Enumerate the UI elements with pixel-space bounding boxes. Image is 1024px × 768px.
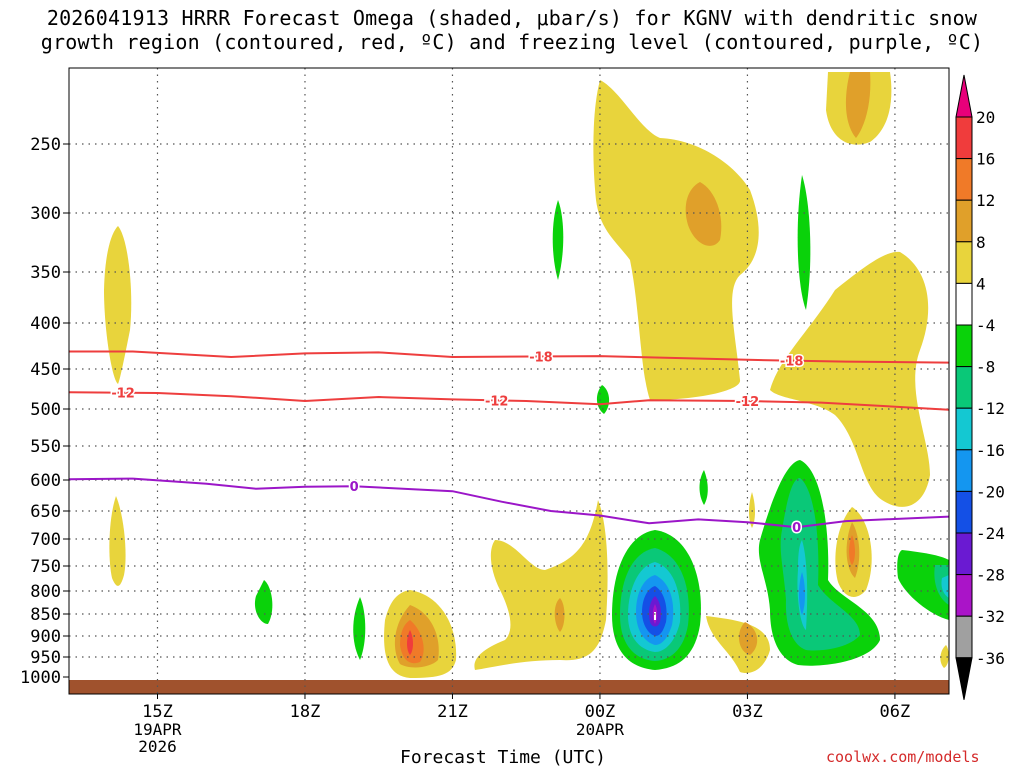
y-tick-label-900: 900 — [30, 627, 61, 647]
y-tick-label-500: 500 — [30, 400, 61, 420]
y-tick-label-650: 650 — [30, 502, 61, 522]
contour-dgz-minus-18 — [69, 350, 949, 364]
colorbar-swatch-4 — [955, 241, 973, 284]
colorbar-label--28: -28 — [976, 566, 1005, 585]
colorbar-label--8: -8 — [976, 358, 995, 377]
contour-label-dgz-minus-18: -18 — [529, 350, 553, 365]
y-tick-label-750: 750 — [30, 557, 61, 577]
omega-region-green-2 — [353, 597, 366, 660]
x-tick-label-06Z: 06Z — [880, 702, 911, 722]
temperature-contours: -18 -18 -12 -12 -12 0 0 — [69, 349, 949, 538]
x-tick-label-15Z: 15Z — [142, 702, 173, 722]
x-tick-date: 19APR — [133, 720, 182, 739]
x-tick-label-21Z: 21Z — [437, 702, 468, 722]
x-tick-year: 2026 — [138, 737, 177, 756]
y-tick-label-600: 600 — [30, 471, 61, 491]
y-tick-label-700: 700 — [30, 530, 61, 550]
omega-region-left-column — [104, 226, 132, 384]
x-tick-label-00Z: 00Z — [585, 702, 616, 722]
contour-freezing-level — [69, 477, 949, 529]
plot-frame — [68, 67, 950, 695]
colorbar-swatch-3 — [955, 199, 973, 243]
colorbar-swatch-11 — [955, 532, 973, 576]
omega-shading-layer — [69, 72, 949, 694]
chart-title-line2: growth region (contoured, red, ºC) and f… — [40, 30, 984, 54]
contour-label-freezing-level: 0 — [350, 480, 359, 495]
colorbar-swatch-12 — [955, 574, 973, 617]
source-credit: coolwx.com/models — [826, 748, 980, 766]
contour-label-dgz-minus-18: -18 — [780, 355, 804, 370]
chart-title-line1: 2026041913 HRRR Forecast Omega (shaded, … — [46, 6, 978, 30]
colorbar-swatch-6 — [955, 324, 973, 368]
colorbar-label-8: 8 — [976, 233, 986, 252]
omega-region-right-column — [770, 251, 930, 507]
x-tick-label-03Z: 03Z — [732, 702, 763, 722]
colorbar-swatch-1 — [955, 116, 973, 160]
omega-region-green-1 — [254, 580, 273, 624]
omega-region-green-4 — [797, 175, 811, 310]
contour-label-dgz-minus-12: -12 — [111, 387, 135, 402]
y-tick-label-950: 950 — [30, 648, 61, 668]
y-tick-label-450: 450 — [30, 360, 61, 380]
omega-colorbar: 20 16 12 8 4 -4 -8 -12 -16 -20 -24 -28 -32 -36 — [955, 74, 1005, 700]
colorbar-label--32: -32 — [976, 607, 1005, 626]
plot-grid — [69, 68, 949, 694]
omega-region-upper-column — [593, 80, 759, 400]
colorbar-swatch-8 — [955, 407, 973, 451]
chart-title: 2026041913 HRRR Forecast Omega (shaded, … — [0, 6, 1024, 54]
colorbar-min-arrow — [955, 657, 973, 700]
colorbar-label-16: 16 — [976, 150, 995, 169]
y-tick-label-300: 300 — [30, 204, 61, 224]
colorbar-swatch-13 — [955, 615, 973, 659]
x-tick-date: 20APR — [576, 720, 625, 739]
contour-label-freezing-level: 0 — [792, 521, 801, 536]
colorbar-label--20: -20 — [976, 482, 1005, 501]
x-tick-label-18Z: 18Z — [290, 702, 321, 722]
omega-region-left-low — [109, 496, 126, 586]
omega-region-green-3 — [552, 200, 564, 280]
colorbar-label--4: -4 — [976, 316, 995, 335]
colorbar-label-4: 4 — [976, 274, 986, 293]
colorbar-swatch-10 — [955, 490, 973, 534]
omega-region-23z — [474, 500, 608, 670]
colorbar-label-20: 20 — [976, 108, 995, 127]
colorbar-label--36: -36 — [976, 649, 1005, 668]
y-tick-label-350: 350 — [30, 263, 61, 283]
ground-bar — [69, 680, 949, 694]
pressure-axis: 2503003504004505005506006507007508008509… — [20, 135, 69, 688]
y-tick-label-550: 550 — [30, 437, 61, 457]
colorbar-swatch-9 — [955, 449, 973, 492]
colorbar-swatch-5 — [955, 282, 973, 326]
colorbar-label--24: -24 — [976, 524, 1005, 543]
contour-dgz-minus-12 — [69, 391, 949, 411]
colorbar-label-12: 12 — [976, 191, 995, 210]
colorbar-swatch-2 — [955, 158, 973, 201]
x-axis-title: Forecast Time (UTC) — [400, 747, 606, 768]
y-tick-label-400: 400 — [30, 314, 61, 334]
contour-label-dgz-minus-12: -12 — [736, 395, 760, 410]
colorbar-max-arrow — [955, 74, 973, 118]
contour-label-dgz-minus-12: -12 — [485, 394, 509, 409]
colorbar-swatch-7 — [955, 366, 973, 409]
colorbar-label--12: -12 — [976, 399, 1005, 418]
y-tick-label-1000: 1000 — [20, 668, 61, 688]
colorbar-label--16: -16 — [976, 441, 1005, 460]
y-tick-label-850: 850 — [30, 605, 61, 625]
y-tick-label-800: 800 — [30, 582, 61, 602]
y-tick-label-250: 250 — [30, 135, 61, 155]
